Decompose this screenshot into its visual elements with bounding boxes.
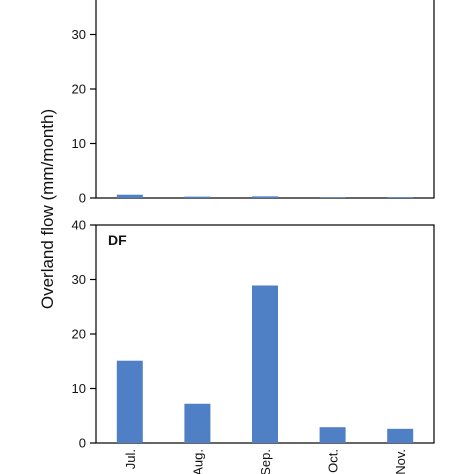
chart-panel-top: 0 10 20 30 — [72, 0, 435, 206]
bar-top-nov — [387, 197, 414, 198]
bar-df-nov — [387, 428, 414, 443]
y-axis-title: Overland flow (mm/month) — [38, 109, 57, 309]
x-tick-label: Nov. — [393, 449, 408, 474]
x-tick-label: Aug. — [190, 449, 205, 474]
y-tick-label-df: 40 — [72, 218, 86, 233]
y-tick-label-top: 10 — [72, 136, 86, 151]
bar-df-sep — [252, 285, 278, 443]
chart-panel-df: DF 0 10 20 30 40 Jul. Aug. Sep. Oct. Nov. — [72, 218, 435, 474]
y-tick-label-top: 20 — [72, 82, 86, 97]
x-tick-label: Oct. — [326, 449, 341, 473]
y-tick-label-df: 30 — [72, 272, 86, 287]
y-tick-label-df: 20 — [72, 327, 86, 342]
bar-top-jul — [116, 194, 143, 198]
x-tick-label: Sep. — [258, 449, 273, 474]
bar-df-oct — [319, 427, 346, 443]
bar-top-aug — [184, 196, 211, 198]
bar-top-oct — [319, 197, 346, 198]
y-tick-label-df: 10 — [72, 381, 86, 396]
plot-frame-top — [95, 0, 435, 199]
x-tick-label: Jul. — [123, 449, 138, 469]
panel-label-df: DF — [108, 232, 127, 248]
bar-top-sep — [252, 196, 278, 198]
y-tick-label-top: 0 — [79, 191, 86, 206]
bar-df-jul — [116, 360, 143, 443]
bar-df-aug — [184, 403, 211, 443]
y-tick-label-df: 0 — [79, 436, 86, 451]
y-tick-label-top: 30 — [72, 27, 86, 42]
